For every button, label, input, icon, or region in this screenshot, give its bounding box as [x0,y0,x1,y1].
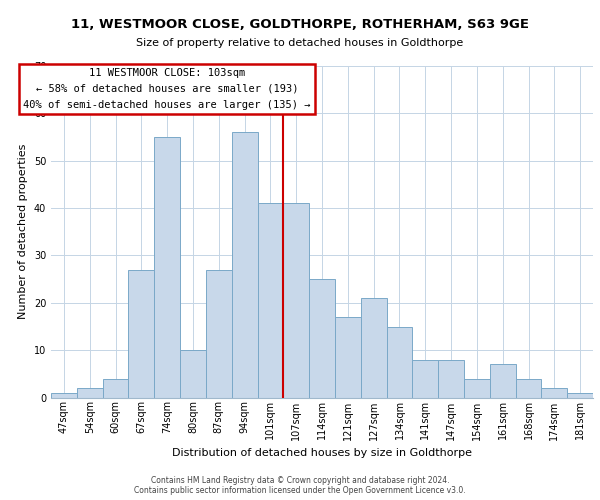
Bar [257,204,283,398]
Bar [386,326,412,398]
Bar [490,364,515,398]
Bar [335,317,361,398]
Text: 11 WESTMOOR CLOSE: 103sqm
← 58% of detached houses are smaller (193)
40% of semi: 11 WESTMOOR CLOSE: 103sqm ← 58% of detac… [23,68,311,110]
Bar [412,360,438,398]
Bar [154,137,180,398]
Y-axis label: Number of detached properties: Number of detached properties [18,144,28,320]
Bar [283,204,309,398]
Bar [541,388,567,398]
Bar [77,388,103,398]
Text: Contains HM Land Registry data © Crown copyright and database right 2024.: Contains HM Land Registry data © Crown c… [151,476,449,485]
Bar [180,350,206,398]
Bar [515,378,541,398]
Text: 11, WESTMOOR CLOSE, GOLDTHORPE, ROTHERHAM, S63 9GE: 11, WESTMOOR CLOSE, GOLDTHORPE, ROTHERHA… [71,18,529,30]
Bar [103,378,128,398]
Bar [51,393,77,398]
Text: Size of property relative to detached houses in Goldthorpe: Size of property relative to detached ho… [136,38,464,48]
X-axis label: Distribution of detached houses by size in Goldthorpe: Distribution of detached houses by size … [172,448,472,458]
Bar [438,360,464,398]
Bar [206,270,232,398]
Text: Contains public sector information licensed under the Open Government Licence v3: Contains public sector information licen… [134,486,466,495]
Bar [309,279,335,398]
Bar [464,378,490,398]
Bar [567,393,593,398]
Bar [232,132,257,398]
Bar [128,270,154,398]
Bar [361,298,386,398]
